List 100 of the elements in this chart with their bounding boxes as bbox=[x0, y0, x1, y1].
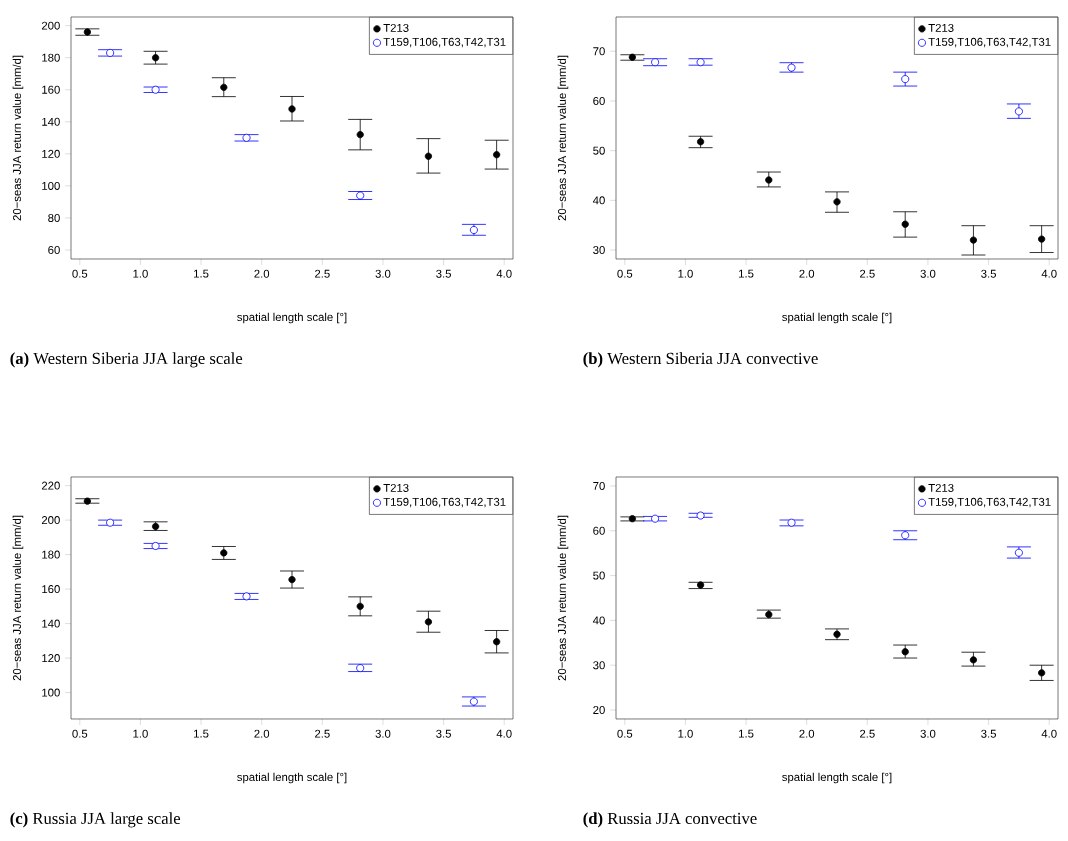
x-tick-label: 3.5 bbox=[436, 729, 451, 738]
x-tick-label: 4.0 bbox=[496, 269, 512, 278]
point bbox=[833, 198, 841, 206]
point bbox=[493, 638, 501, 646]
y-tick-label: 160 bbox=[42, 85, 60, 94]
point bbox=[1038, 669, 1046, 677]
x-tick-label: 1.5 bbox=[739, 729, 754, 738]
text: (b) Western Siberia JJA convective bbox=[583, 352, 818, 368]
point bbox=[901, 75, 910, 84]
x-tick-label: 0.5 bbox=[617, 729, 633, 738]
x-tick-label: 2.0 bbox=[254, 269, 270, 278]
x-tick-label: 4.0 bbox=[1041, 269, 1057, 278]
point bbox=[696, 138, 705, 146]
point bbox=[696, 511, 705, 520]
y-tick-label: 30 bbox=[593, 661, 605, 670]
point bbox=[901, 220, 909, 228]
point bbox=[1038, 235, 1046, 243]
x-axis-title: spatial length scale [°] bbox=[237, 772, 347, 784]
y-tick-label: 200 bbox=[41, 516, 60, 525]
y-tick-label: 60 bbox=[593, 96, 605, 105]
y-tick-label: 40 bbox=[592, 196, 605, 205]
point bbox=[787, 518, 796, 527]
x-tick-label: 2.5 bbox=[315, 269, 330, 278]
point bbox=[628, 515, 636, 523]
x-tick-label: 1.0 bbox=[678, 269, 693, 278]
y-axis-title: 20−seas JJA return value [mm/d] bbox=[557, 515, 569, 681]
point bbox=[356, 602, 364, 610]
x-axis-title: spatial length scale [°] bbox=[782, 772, 892, 784]
y-tick-label: 60 bbox=[48, 246, 60, 255]
point bbox=[1014, 548, 1023, 557]
point bbox=[787, 63, 796, 72]
y-tick-label: 20 bbox=[593, 706, 605, 715]
point bbox=[1014, 107, 1023, 116]
x-tick-label: 0.5 bbox=[72, 729, 88, 738]
point bbox=[469, 225, 478, 234]
x-tick-label: 1.5 bbox=[194, 729, 209, 738]
y-axis-title: 20−seas JJA return value [mm/d] bbox=[12, 515, 24, 681]
legend-label: T213 bbox=[928, 23, 954, 32]
point bbox=[901, 531, 910, 540]
point bbox=[151, 522, 160, 531]
y-tick-label: 180 bbox=[42, 53, 60, 62]
point bbox=[696, 58, 705, 67]
point bbox=[628, 53, 636, 61]
point bbox=[651, 58, 660, 67]
x-tick-label: 3.0 bbox=[375, 269, 391, 278]
point bbox=[696, 581, 705, 589]
y-tick-label: 200 bbox=[41, 21, 60, 30]
legend-label: T213 bbox=[383, 23, 409, 32]
x-tick-label: 2.5 bbox=[860, 269, 875, 278]
y-tick-label: 40 bbox=[592, 616, 605, 625]
x-tick-label: 1.0 bbox=[133, 729, 148, 738]
y-tick-label: 80 bbox=[48, 213, 60, 222]
x-tick-label: 4.0 bbox=[1041, 729, 1057, 738]
x-tick-label: 3.0 bbox=[375, 729, 391, 738]
point bbox=[493, 151, 501, 159]
point bbox=[106, 48, 115, 57]
x-tick-label: 3.5 bbox=[436, 269, 451, 278]
text: (a) Western Siberia JJA large scale bbox=[10, 352, 243, 368]
point bbox=[651, 514, 660, 523]
y-tick-label: 70 bbox=[593, 47, 605, 56]
legend-label: T159,T106,T63,T42,T31 bbox=[928, 497, 1051, 508]
text: (d) Russia JJA convective bbox=[583, 812, 757, 828]
legend-label: T159,T106,T63,T42,T31 bbox=[383, 497, 506, 508]
y-tick-label: 100 bbox=[42, 688, 60, 697]
point bbox=[424, 618, 433, 626]
point bbox=[765, 176, 773, 184]
point bbox=[220, 83, 228, 91]
legend-label: T159,T106,T63,T42,T31 bbox=[383, 37, 506, 48]
x-tick-label: 1.5 bbox=[739, 269, 754, 278]
x-tick-label: 1.0 bbox=[678, 729, 693, 738]
point bbox=[242, 592, 251, 601]
x-tick-label: 3.5 bbox=[981, 729, 996, 738]
x-tick-label: 2.0 bbox=[254, 729, 270, 738]
y-tick-label: 70 bbox=[593, 481, 605, 490]
point bbox=[151, 54, 160, 62]
point bbox=[288, 576, 296, 584]
y-tick-label: 60 bbox=[593, 526, 605, 535]
text: (c) Russia JJA large scale bbox=[10, 812, 181, 828]
point bbox=[469, 697, 478, 706]
x-tick-label: 0.5 bbox=[72, 269, 88, 278]
x-tick-label: 2.0 bbox=[799, 269, 815, 278]
x-axis-title: spatial length scale [°] bbox=[237, 312, 347, 324]
point bbox=[424, 152, 433, 160]
y-tick-label: 160 bbox=[42, 585, 60, 594]
point bbox=[765, 610, 773, 619]
y-tick-label: 180 bbox=[42, 550, 60, 559]
y-tick-label: 100 bbox=[42, 181, 60, 190]
y-tick-label: 50 bbox=[593, 571, 605, 580]
y-tick-label: 140 bbox=[42, 117, 60, 126]
x-tick-label: 3.0 bbox=[920, 269, 936, 278]
point bbox=[151, 85, 160, 94]
point bbox=[288, 105, 296, 113]
y-tick-label: 50 bbox=[593, 146, 605, 155]
x-tick-label: 3.5 bbox=[981, 269, 996, 278]
point bbox=[356, 664, 365, 673]
legend-label: T213 bbox=[383, 483, 409, 492]
point bbox=[106, 518, 115, 527]
point bbox=[151, 541, 160, 550]
y-tick-label: 220 bbox=[41, 481, 60, 490]
point bbox=[356, 131, 364, 139]
